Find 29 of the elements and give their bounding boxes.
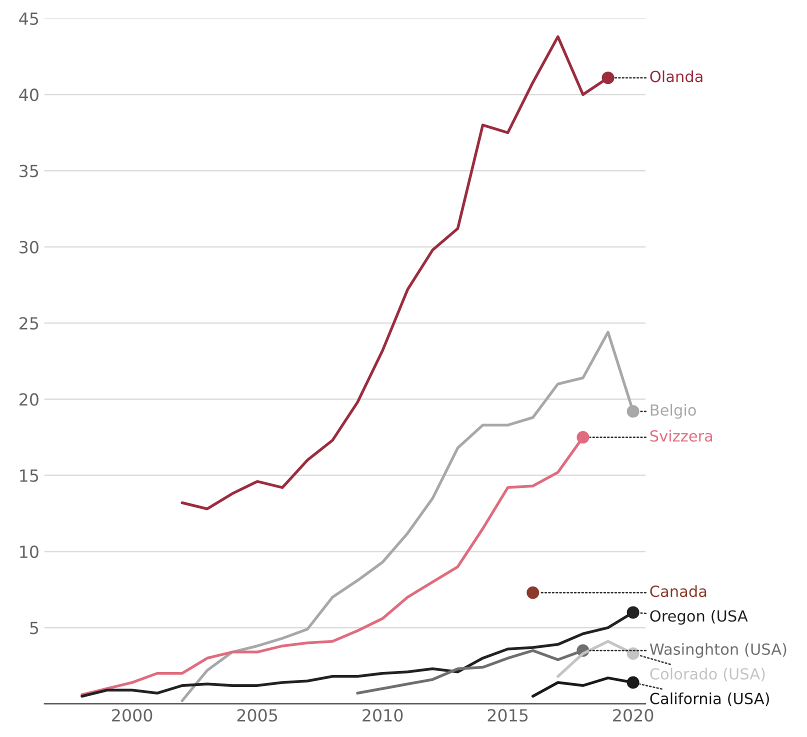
x-tick-label: 2000: [112, 708, 152, 722]
series-label: California (USA): [650, 692, 769, 706]
series-label: Oregon (USA: [650, 610, 748, 625]
x-tick-label: 2010: [362, 708, 403, 722]
x-tick-label: 2005: [237, 708, 278, 722]
y-tick-label: 35: [20, 164, 38, 178]
y-tick-label: 10: [20, 545, 38, 558]
point: [626, 405, 640, 418]
y-tick-label: 15: [20, 470, 38, 482]
text: Wasinghton (USA): [650, 643, 786, 658]
y-tick-label: 20: [20, 393, 38, 406]
point: [626, 606, 640, 619]
text: Olanda: [650, 70, 702, 82]
point: [576, 431, 590, 444]
series-label: Colorado (USA): [650, 668, 765, 682]
y-tick-label: 45: [19, 12, 38, 25]
point: [626, 647, 640, 660]
text: Canada: [650, 585, 706, 598]
y-tick-label: 30: [20, 240, 38, 254]
y-tick-label: 40: [19, 88, 38, 102]
y-tick-label: 5: [30, 622, 38, 634]
point: [526, 586, 540, 599]
y-tick-label: 25: [20, 317, 38, 330]
x-tick-label: 2020: [613, 708, 654, 722]
point: [602, 72, 614, 84]
x-tick-label: 2015: [488, 708, 528, 722]
text: Svizzera: [650, 430, 712, 442]
point: [626, 676, 640, 689]
series-label: Belgio: [650, 404, 696, 419]
